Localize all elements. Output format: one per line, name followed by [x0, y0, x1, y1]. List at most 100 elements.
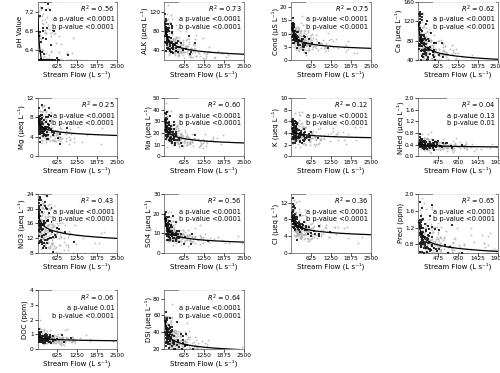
Point — [43, 334, 51, 340]
Point — [293, 136, 301, 142]
Point — [164, 46, 172, 52]
Point — [57, 0, 65, 6]
Point — [422, 135, 430, 141]
Point — [174, 141, 182, 147]
Point — [432, 239, 440, 245]
Point — [435, 53, 443, 59]
Point — [181, 339, 189, 345]
Point — [38, 57, 46, 63]
Point — [420, 49, 428, 55]
Point — [173, 238, 181, 244]
Point — [426, 246, 434, 252]
Point — [448, 247, 456, 253]
Point — [34, 239, 42, 245]
Point — [420, 138, 428, 144]
Point — [36, 120, 44, 126]
Point — [164, 119, 172, 125]
Point — [293, 33, 301, 39]
Point — [194, 237, 202, 243]
Point — [38, 328, 46, 334]
Point — [40, 338, 48, 344]
Point — [292, 125, 300, 131]
Point — [458, 250, 466, 256]
Point — [289, 121, 297, 127]
Point — [288, 217, 296, 223]
Point — [300, 133, 308, 139]
Point — [162, 222, 170, 228]
Point — [440, 144, 448, 150]
Point — [164, 333, 172, 339]
Point — [37, 118, 45, 124]
Point — [56, 41, 64, 47]
Point — [38, 57, 46, 63]
Point — [38, 202, 46, 208]
Point — [300, 126, 308, 132]
Point — [48, 223, 56, 229]
Point — [420, 142, 428, 148]
Point — [290, 37, 298, 43]
Point — [182, 43, 190, 49]
Point — [437, 240, 445, 246]
Point — [176, 49, 184, 55]
Point — [456, 242, 464, 248]
Point — [186, 140, 194, 146]
Point — [162, 331, 170, 337]
Point — [441, 250, 449, 256]
Point — [42, 335, 50, 341]
Point — [50, 128, 58, 134]
Point — [174, 341, 182, 347]
Point — [174, 44, 182, 50]
Point — [38, 115, 46, 121]
Point — [42, 114, 50, 120]
Point — [36, 337, 44, 343]
Point — [38, 336, 46, 342]
Point — [422, 222, 430, 228]
Point — [430, 141, 438, 147]
Point — [162, 216, 170, 222]
Point — [43, 329, 51, 335]
Point — [166, 135, 173, 141]
Point — [59, 335, 67, 341]
Point — [296, 130, 304, 136]
Point — [43, 129, 51, 135]
Point — [291, 34, 299, 40]
Point — [417, 142, 425, 148]
Point — [180, 343, 188, 349]
Point — [184, 47, 192, 53]
X-axis label: Stream Flow (L s⁻¹): Stream Flow (L s⁻¹) — [170, 359, 237, 367]
Point — [423, 143, 431, 149]
Point — [462, 250, 470, 256]
Point — [40, 226, 48, 232]
Point — [176, 144, 184, 150]
Point — [294, 132, 302, 138]
Point — [290, 28, 298, 34]
Point — [162, 31, 170, 37]
Point — [297, 37, 305, 43]
Point — [166, 43, 174, 48]
Point — [54, 339, 62, 345]
Point — [164, 214, 172, 220]
Point — [293, 224, 301, 230]
Point — [54, 336, 62, 342]
Point — [203, 138, 211, 144]
Point — [164, 126, 172, 132]
Point — [48, 204, 56, 210]
Point — [164, 238, 172, 244]
Point — [417, 35, 425, 41]
X-axis label: Stream Flow (L s⁻¹): Stream Flow (L s⁻¹) — [44, 359, 111, 367]
Point — [42, 50, 50, 56]
Point — [417, 235, 425, 241]
Point — [424, 36, 432, 42]
Point — [58, 332, 66, 338]
Point — [425, 38, 433, 44]
Point — [181, 336, 189, 342]
Point — [42, 336, 50, 342]
Point — [209, 136, 217, 142]
Point — [428, 57, 436, 63]
Point — [200, 56, 208, 62]
Point — [298, 131, 306, 137]
Point — [44, 136, 52, 142]
Point — [299, 138, 307, 144]
Point — [452, 250, 460, 256]
Point — [36, 57, 44, 63]
